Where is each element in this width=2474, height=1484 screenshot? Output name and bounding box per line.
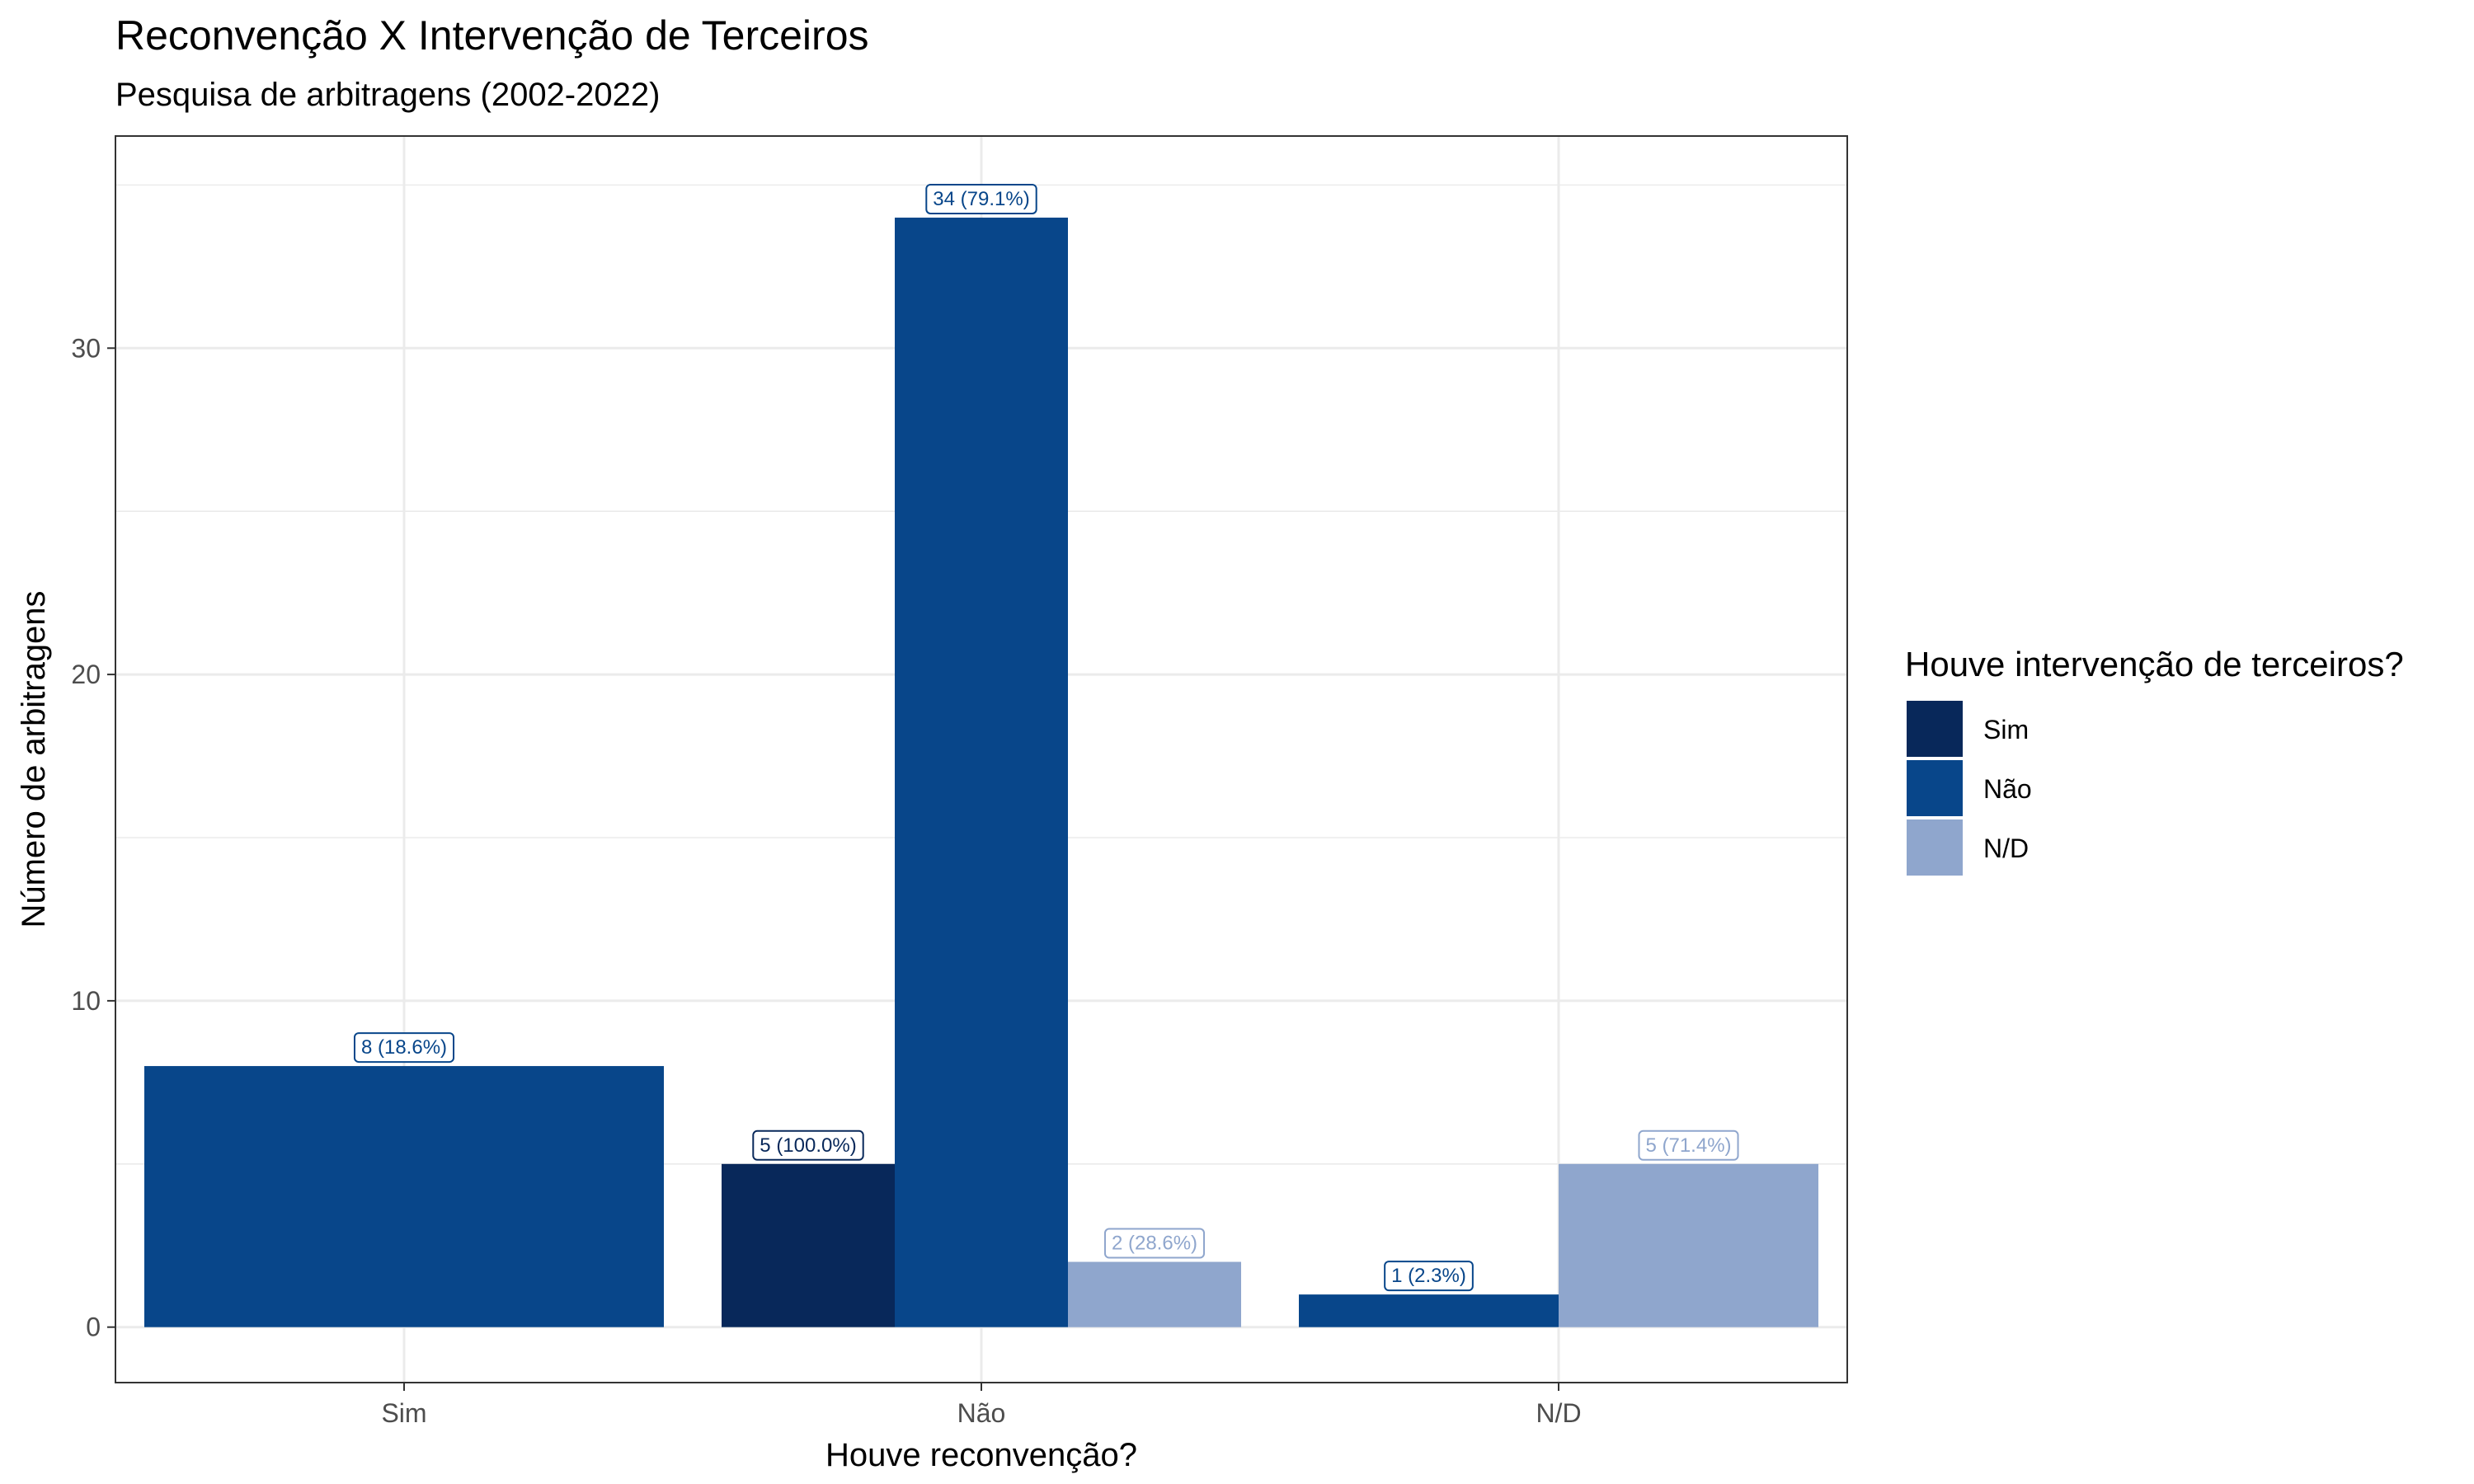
chart-title: Reconvenção X Intervenção de Terceiros (115, 12, 869, 59)
y-axis-title: Número de arbitragens (16, 590, 52, 928)
legend: Houve intervenção de terceiros? Sim Não N/… (1905, 645, 2404, 876)
data-label-text: 5 (100.0%) (760, 1134, 856, 1157)
data-label: 34 (79.1%) (925, 183, 1037, 214)
bar (1068, 1261, 1241, 1327)
bar (1299, 1294, 1559, 1327)
legend-label: Sim (1983, 715, 2029, 744)
data-label: 5 (71.4%) (1638, 1129, 1739, 1161)
data-label-text: 34 (79.1%) (933, 188, 1029, 210)
y-tick-label: 20 (71, 660, 101, 689)
bar (144, 1066, 664, 1327)
x-tick-label: N/D (1536, 1398, 1581, 1428)
chart-subtitle: Pesquisa de arbitragens (2002-2022) (115, 77, 660, 113)
legend-label: Não (1983, 774, 2032, 804)
data-label: 1 (2.3%) (1384, 1261, 1474, 1292)
x-axis: Sim Não N/D (381, 1383, 1582, 1428)
data-label-box (353, 1032, 455, 1064)
x-axis-title: Houve reconvenção? (825, 1437, 1137, 1473)
data-label-text: 5 (71.4%) (1645, 1134, 1731, 1157)
bar (1559, 1163, 1818, 1327)
data-label-text: 2 (28.6%) (1112, 1233, 1197, 1255)
bars (144, 217, 1818, 1327)
data-label-text: 8 (18.6%) (361, 1036, 447, 1059)
data-label-box (925, 183, 1037, 214)
data-label: 2 (28.6%) (1103, 1228, 1206, 1259)
data-label-box (1103, 1228, 1206, 1259)
x-tick-label: Sim (381, 1398, 426, 1428)
legend-label: N/D (1983, 834, 2029, 863)
y-tick-label: 30 (71, 333, 101, 363)
y-axis: 0 10 20 30 (71, 333, 115, 1342)
y-tick-label: 0 (86, 1313, 101, 1342)
data-label-box (752, 1129, 864, 1161)
data-label-text: 1 (2.3%) (1391, 1265, 1466, 1287)
data-label-box (1384, 1261, 1474, 1292)
legend-swatch (1907, 819, 1963, 876)
bar (722, 1163, 895, 1327)
legend-swatch (1907, 760, 1963, 816)
data-label-box (1638, 1129, 1739, 1161)
data-label: 8 (18.6%) (353, 1032, 455, 1064)
legend-swatch (1907, 701, 1963, 757)
legend-items: Sim Não N/D (1907, 701, 2032, 876)
bar (895, 217, 1068, 1327)
y-tick-label: 10 (71, 986, 101, 1016)
legend-title: Houve intervenção de terceiros? (1905, 645, 2404, 683)
data-label: 5 (100.0%) (752, 1129, 864, 1161)
x-tick-label: Não (957, 1398, 1006, 1428)
data-labels: 8 (18.6%) 5 (100.0%) 34 (79.1%) 2 (28.6%) 1 … (353, 183, 1739, 1292)
